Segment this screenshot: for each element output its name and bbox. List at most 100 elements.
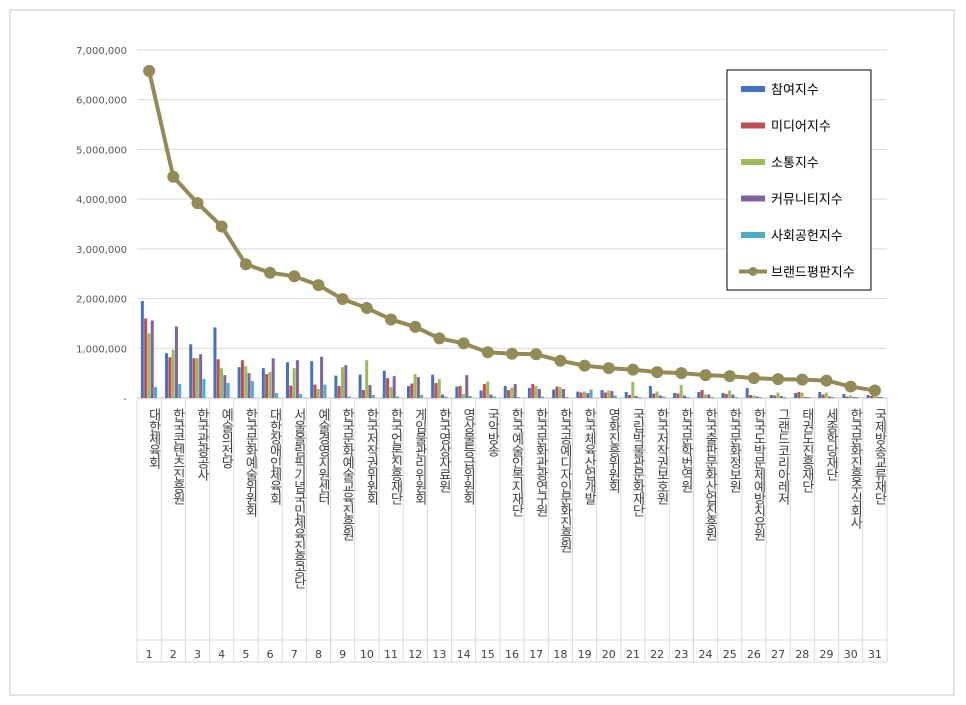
bar: [652, 393, 656, 398]
bar: [458, 386, 462, 398]
bar: [503, 386, 507, 398]
bar: [721, 393, 725, 398]
bar: [752, 395, 756, 398]
rank-label: 10: [360, 648, 374, 661]
bar: [371, 395, 375, 398]
bar: [434, 383, 438, 398]
rank-label: 31: [868, 648, 882, 661]
bar: [873, 395, 877, 398]
bar: [395, 396, 399, 398]
bar: [537, 389, 541, 398]
bar: [673, 393, 677, 398]
bar: [849, 395, 853, 398]
bar: [607, 390, 611, 398]
category-label: 예술경영지원센터: [315, 408, 330, 505]
y-tick-label: 3,000,000: [76, 245, 127, 256]
rank-label: 14: [457, 648, 471, 661]
y-tick-label: 7,000,000: [76, 46, 127, 57]
bar: [631, 382, 635, 398]
bar: [797, 392, 801, 398]
bar: [603, 392, 607, 398]
bar: [562, 389, 566, 398]
category-label: 한국공예디자인문화진흥원: [557, 408, 572, 553]
bar: [461, 394, 465, 398]
category-label: 한국문화진흥주식회사: [847, 408, 862, 529]
rank-label: 29: [820, 648, 834, 661]
bar: [178, 384, 182, 398]
rank-label: 8: [315, 648, 322, 661]
data-point: [409, 320, 422, 333]
bar: [154, 387, 158, 398]
data-point: [530, 348, 543, 361]
bar: [807, 397, 811, 398]
bar: [361, 390, 365, 398]
bar: [192, 358, 196, 398]
bar: [773, 395, 777, 398]
bar: [876, 397, 880, 398]
bar: [240, 360, 244, 398]
bar: [389, 387, 393, 398]
data-point: [143, 64, 156, 77]
data-point: [215, 220, 228, 233]
data-point: [747, 372, 760, 385]
data-point: [868, 384, 881, 397]
bar: [244, 366, 248, 398]
rank-label: 17: [529, 648, 543, 661]
bar: [465, 375, 469, 398]
y-tick-label: 2,000,000: [76, 295, 127, 306]
bar: [610, 391, 614, 398]
bar: [334, 375, 338, 398]
category-label: 한국문학번역원: [678, 408, 693, 493]
bar: [589, 389, 593, 398]
bar: [489, 394, 493, 398]
data-point: [288, 270, 301, 283]
bar: [323, 384, 327, 398]
rank-label: 6: [267, 648, 274, 661]
bar: [455, 386, 459, 398]
category-label: 세종학당재단: [823, 408, 838, 481]
bar: [289, 385, 293, 398]
bar: [275, 393, 279, 398]
bar: [855, 397, 859, 398]
bar: [468, 396, 472, 398]
rank-label: 11: [384, 648, 398, 661]
bar: [420, 395, 424, 398]
rank-label: 12: [408, 648, 422, 661]
bar: [510, 387, 514, 398]
rank-label: 15: [481, 648, 495, 661]
y-tick-label: 4,000,000: [76, 195, 127, 206]
bar: [755, 396, 759, 398]
legend-label: 미디어지수: [771, 120, 831, 135]
rank-label: 13: [432, 648, 446, 661]
bar: [250, 381, 254, 398]
rank-label: 18: [553, 648, 567, 661]
bar: [600, 390, 604, 398]
category-label: 한국도박문제예방치유원: [750, 408, 765, 541]
rank-label: 16: [505, 648, 519, 661]
legend-swatch: [741, 195, 765, 202]
rank-label: 24: [699, 648, 713, 661]
rank-label: 20: [602, 648, 616, 661]
rank-label: 23: [674, 648, 688, 661]
bar: [199, 354, 203, 398]
bar: [818, 392, 822, 398]
data-point: [820, 374, 833, 387]
category-label: 한국문화정보원: [726, 408, 741, 493]
category-label: 한국언론진흥재단: [388, 408, 403, 505]
bar: [634, 396, 638, 398]
y-tick-label: -: [123, 394, 127, 405]
data-point: [239, 258, 252, 271]
bar: [140, 301, 144, 398]
bar: [679, 385, 683, 398]
bar: [261, 368, 265, 398]
category-label: 국제방송교류재단: [871, 408, 886, 505]
rank-label: 22: [650, 648, 664, 661]
legend-label: 참여지수: [771, 83, 819, 98]
category-label: 대한장애인체육회: [267, 408, 282, 505]
bar: [507, 390, 511, 398]
bar: [845, 396, 849, 398]
bar: [828, 396, 832, 398]
bar: [513, 384, 517, 398]
bar: [648, 386, 652, 398]
